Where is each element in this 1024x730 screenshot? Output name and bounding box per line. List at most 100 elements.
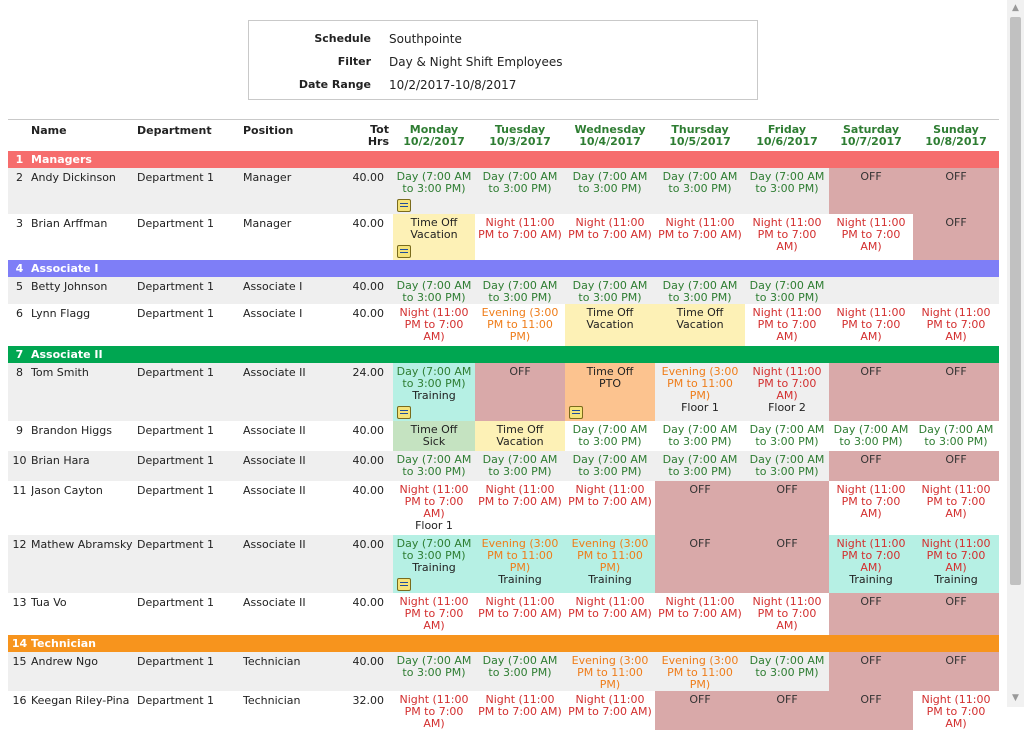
employee-name[interactable]: Lynn Flagg xyxy=(31,307,91,320)
employee-name[interactable]: Brian Arffman xyxy=(31,217,108,230)
shift-cell[interactable]: Day (7:00 AM to 3:00 PM) xyxy=(745,652,829,691)
shift-cell[interactable]: OFF xyxy=(829,363,913,421)
employee-row[interactable]: 13 Tua Vo Department 1 Associate II 40.00 Nig… xyxy=(8,593,999,635)
day-column-header[interactable]: Thursday 10/5/2017 xyxy=(655,119,745,151)
shift-cell[interactable]: OFF xyxy=(829,691,913,730)
shift-cell[interactable] xyxy=(913,277,999,304)
shift-cell[interactable]: Night (11:00 PM to 7:00 AM) xyxy=(745,304,829,346)
shift-cell[interactable]: Evening (3:00 PM to 11:00 PM) Training xyxy=(565,535,655,593)
shift-cell[interactable]: Day (7:00 AM to 3:00 PM) Training xyxy=(393,535,475,593)
shift-cell[interactable]: Night (11:00 PM to 7:00 AM) xyxy=(565,691,655,730)
shift-cell[interactable]: Day (7:00 AM to 3:00 PM) xyxy=(655,168,745,214)
employee-row[interactable]: 5 Betty Johnson Department 1 Associate I 40.… xyxy=(8,277,999,304)
day-column-header[interactable]: Wednesday 10/4/2017 xyxy=(565,119,655,151)
shift-cell[interactable]: Day (7:00 AM to 3:00 PM) xyxy=(475,451,565,481)
note-memo-icon[interactable] xyxy=(397,199,411,212)
employee-row[interactable]: 9 Brandon Higgs Department 1 Associate II 40… xyxy=(8,421,999,451)
total-hours-column-header[interactable]: Tot Hrs xyxy=(342,119,393,151)
shift-cell[interactable] xyxy=(829,277,913,304)
shift-cell[interactable]: Night (11:00 PM to 7:00 AM) xyxy=(745,593,829,635)
shift-cell[interactable]: OFF xyxy=(913,214,999,260)
shift-cell[interactable]: Night (11:00 PM to 7:00 AM) xyxy=(393,593,475,635)
shift-cell[interactable]: OFF xyxy=(655,691,745,730)
day-column-header[interactable]: Friday 10/6/2017 xyxy=(745,119,829,151)
employee-name[interactable]: Keegan Riley-Pina xyxy=(31,694,130,707)
shift-cell[interactable]: Day (7:00 AM to 3:00 PM) xyxy=(655,277,745,304)
shift-cell[interactable]: Day (7:00 AM to 3:00 PM) xyxy=(829,421,913,451)
shift-cell[interactable]: OFF xyxy=(829,168,913,214)
employee-name[interactable]: Andy Dickinson xyxy=(31,168,137,214)
shift-cell[interactable]: Night (11:00 PM to 7:00 AM) xyxy=(913,304,999,346)
shift-cell[interactable]: Time Off Sick xyxy=(393,421,475,451)
employee-name[interactable]: Brandon Higgs xyxy=(31,424,112,437)
shift-cell[interactable]: Day (7:00 AM to 3:00 PM) xyxy=(475,652,565,691)
group-header-row[interactable]: 14 Technician xyxy=(8,635,999,652)
shift-cell[interactable]: Evening (3:00 PM to 11:00 PM) Training xyxy=(475,535,565,593)
shift-cell[interactable]: Night (11:00 PM to 7:00 AM) xyxy=(829,214,913,260)
employee-row[interactable]: 8 Tom Smith Department 1 Associate II 24.00 D… xyxy=(8,363,999,421)
shift-cell[interactable]: Night (11:00 PM to 7:00 AM) xyxy=(829,304,913,346)
shift-cell[interactable]: OFF xyxy=(745,535,829,593)
employee-row[interactable]: 10 Brian Hara Department 1 Associate II 40.0… xyxy=(8,451,999,481)
shift-cell[interactable]: OFF xyxy=(913,652,999,691)
shift-cell[interactable]: Day (7:00 AM to 3:00 PM) xyxy=(565,451,655,481)
shift-cell[interactable]: OFF xyxy=(745,481,829,535)
employee-name[interactable]: Andrew Ngo xyxy=(31,652,137,691)
shift-cell[interactable]: Night (11:00 PM to 7:00 AM) Training xyxy=(829,535,913,593)
shift-cell[interactable]: Night (11:00 PM to 7:00 AM) xyxy=(475,481,565,535)
employee-name[interactable]: Betty Johnson xyxy=(31,277,137,304)
shift-cell[interactable]: Evening (3:00 PM to 11:00 PM) xyxy=(565,652,655,691)
shift-cell[interactable]: Time Off PTO xyxy=(565,363,655,421)
shift-cell[interactable]: Night (11:00 PM to 7:00 AM) xyxy=(913,691,999,730)
shift-cell[interactable]: Day (7:00 AM to 3:00 PM) xyxy=(393,451,475,481)
shift-cell[interactable]: Day (7:00 AM to 3:00 PM) xyxy=(655,421,745,451)
group-header-cell[interactable]: 7 Associate II xyxy=(8,346,999,363)
shift-cell[interactable]: Day (7:00 AM to 3:00 PM) xyxy=(745,277,829,304)
group-header-row[interactable]: 1 Managers xyxy=(8,151,999,168)
shift-cell[interactable]: OFF xyxy=(829,593,913,635)
shift-cell[interactable]: Day (7:00 AM to 3:00 PM) xyxy=(565,168,655,214)
employee-name[interactable]: Mathew Abramsky xyxy=(31,535,137,593)
employee-row[interactable]: 2 Andy Dickinson Department 1 Manager 40.00 D… xyxy=(8,168,999,214)
scroll-down-arrow-icon[interactable]: ▼ xyxy=(1012,693,1019,703)
shift-cell[interactable]: Night (11:00 PM to 7:00 AM) xyxy=(565,593,655,635)
employee-row[interactable]: 6 Lynn Flagg Department 1 Associate I 40.00 N… xyxy=(8,304,999,346)
shift-cell[interactable]: OFF xyxy=(655,535,745,593)
employee-row[interactable]: 11 Jason Cayton Department 1 Associate II 40… xyxy=(8,481,999,535)
group-header-cell[interactable]: 14 Technician xyxy=(8,635,999,652)
shift-cell[interactable]: Night (11:00 PM to 7:00 AM) xyxy=(475,691,565,730)
employee-name[interactable]: Brian Hara xyxy=(31,451,137,481)
shift-cell[interactable]: OFF xyxy=(913,451,999,481)
shift-cell[interactable]: Day (7:00 AM to 3:00 PM) Training xyxy=(393,363,475,421)
employee-row[interactable]: 3 Brian Arffman Department 1 Manager 40.00 Ti… xyxy=(8,214,999,260)
shift-cell[interactable]: Night (11:00 PM to 7:00 AM) xyxy=(393,691,475,730)
group-header-row[interactable]: 4 Associate I xyxy=(8,260,999,277)
employee-row[interactable]: 12 Mathew Abramsky Department 1 Associate I… xyxy=(8,535,999,593)
group-header-cell[interactable]: 4 Associate I xyxy=(8,260,999,277)
employee-name[interactable]: Jason Cayton xyxy=(31,484,103,497)
note-memo-icon[interactable] xyxy=(397,406,411,419)
shift-cell[interactable]: Night (11:00 PM to 7:00 AM) xyxy=(475,593,565,635)
scroll-up-arrow-icon[interactable]: ▲ xyxy=(1012,3,1019,13)
shift-cell[interactable]: OFF xyxy=(913,168,999,214)
shift-cell[interactable]: Day (7:00 AM to 3:00 PM) xyxy=(565,277,655,304)
shift-cell[interactable]: Day (7:00 AM to 3:00 PM) xyxy=(745,421,829,451)
shift-cell[interactable]: Time Off Vacation xyxy=(655,304,745,346)
shift-cell[interactable]: OFF xyxy=(655,481,745,535)
employee-row[interactable]: 15 Andrew Ngo Department 1 Technician 40.00 D… xyxy=(8,652,999,691)
shift-cell[interactable]: Day (7:00 AM to 3:00 PM) xyxy=(393,652,475,691)
shift-cell[interactable]: Day (7:00 AM to 3:00 PM) xyxy=(475,277,565,304)
vertical-scrollbar[interactable]: ▲ ▼ xyxy=(1007,0,1024,707)
shift-cell[interactable]: Time Off Vacation xyxy=(393,214,475,260)
shift-cell[interactable]: OFF xyxy=(829,451,913,481)
shift-cell[interactable]: Day (7:00 AM to 3:00 PM) xyxy=(745,168,829,214)
shift-cell[interactable]: Day (7:00 AM to 3:00 PM) xyxy=(913,421,999,451)
position-column-header[interactable]: Position xyxy=(243,119,342,151)
employee-row[interactable]: 16 Keegan Riley-Pina Department 1 Technicia… xyxy=(8,691,999,730)
day-column-header[interactable]: Monday 10/2/2017 xyxy=(393,119,475,151)
shift-cell[interactable]: Night (11:00 PM to 7:00 AM) Floor 2 xyxy=(745,363,829,421)
shift-cell[interactable]: Night (11:00 PM to 7:00 AM) xyxy=(745,214,829,260)
group-header-row[interactable]: 7 Associate II xyxy=(8,346,999,363)
shift-cell[interactable]: Night (11:00 PM to 7:00 AM) xyxy=(565,481,655,535)
shift-cell[interactable]: Day (7:00 AM to 3:00 PM) xyxy=(393,277,475,304)
